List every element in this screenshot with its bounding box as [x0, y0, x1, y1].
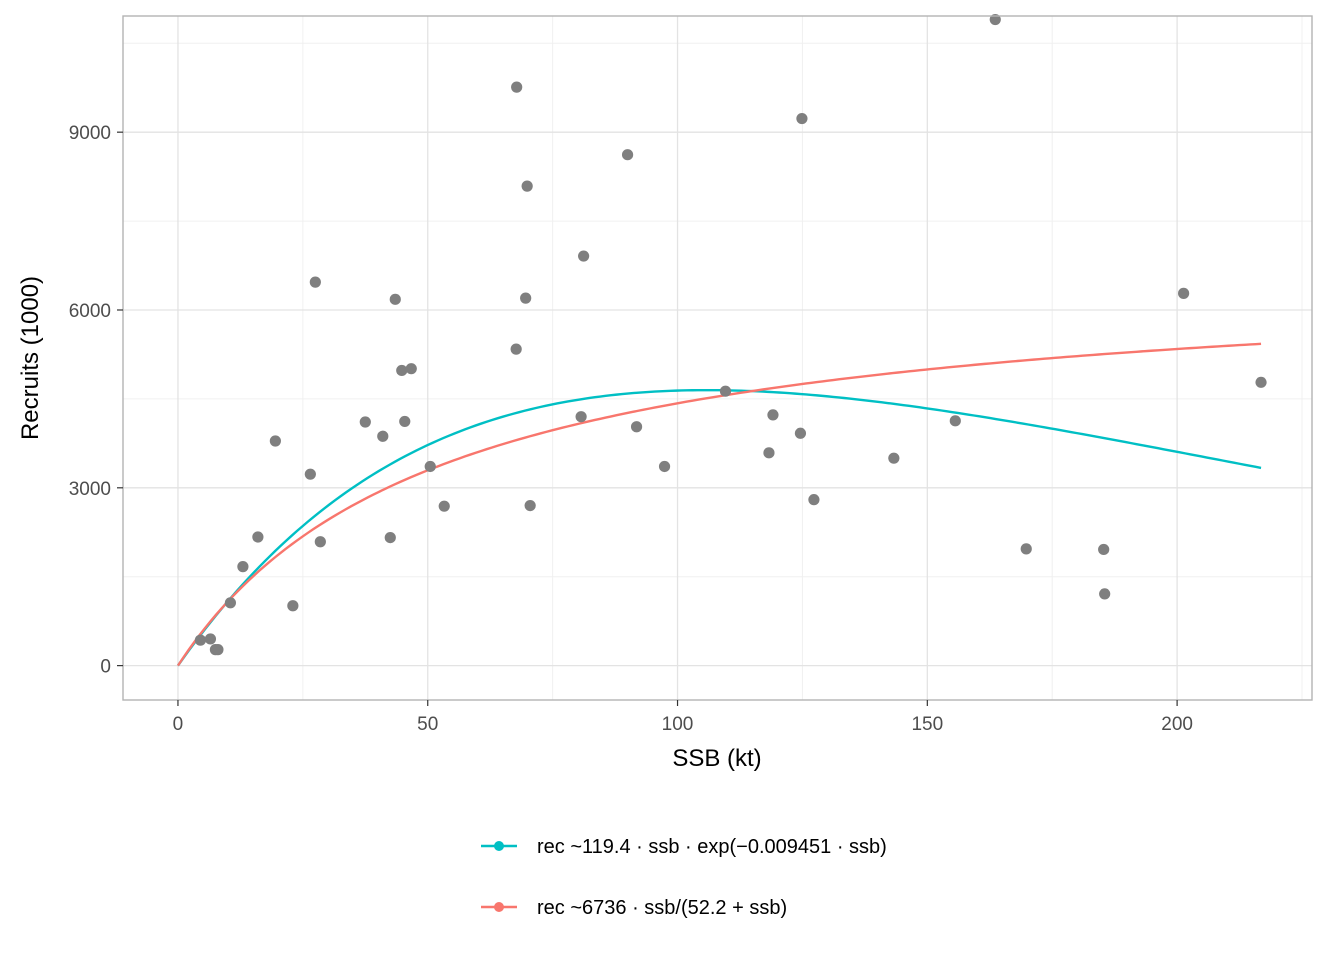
y-axis: 0 3000 6000 9000: [69, 123, 123, 678]
data-point: [1098, 543, 1110, 556]
data-point: [204, 633, 217, 645]
y-tick-label: 3000: [69, 479, 111, 500]
x-axis: 0 50 100 150 200: [173, 700, 1193, 735]
data-point: [212, 644, 224, 656]
data-point: [719, 385, 732, 397]
data-points: [194, 13, 1267, 656]
data-point: [510, 343, 522, 355]
x-axis-title: SSB (kt): [672, 745, 761, 772]
data-point: [359, 416, 371, 428]
data-point: [194, 634, 207, 646]
grid-minor: [123, 16, 1312, 700]
data-point: [269, 435, 281, 447]
data-point: [438, 500, 450, 512]
data-point: [521, 180, 533, 192]
plot-panel: [123, 16, 1312, 700]
x-tick-label: 50: [417, 714, 438, 735]
data-point: [621, 149, 634, 161]
series-line-ricker: [176, 388, 1262, 667]
data-point: [989, 13, 1001, 26]
data-point: [252, 531, 264, 543]
data-point: [511, 81, 523, 93]
plot-border: [122, 15, 1313, 701]
grid-major: [123, 16, 1312, 700]
data-point: [224, 597, 237, 609]
legend-key-dot-beverton-holt: [494, 902, 504, 912]
data-point: [1178, 287, 1190, 299]
data-point: [949, 415, 961, 427]
data-point: [1099, 588, 1111, 600]
data-point: [575, 411, 587, 423]
data-point: [767, 409, 779, 421]
data-point: [808, 494, 820, 506]
data-point: [888, 452, 900, 464]
y-tick-label: 0: [100, 657, 111, 678]
data-point: [796, 112, 808, 125]
series-line-beverton-holt: [176, 342, 1262, 667]
legend-label-beverton-holt: rec ~6736 · ssb/(52.2 + ssb): [537, 897, 787, 919]
y-axis-title: Recruits (1000): [17, 276, 44, 440]
data-point: [399, 415, 411, 428]
x-tick-label: 100: [662, 714, 694, 735]
legend-item-beverton-holt: rec ~6736 · ssb/(52.2 + ssb): [481, 897, 787, 919]
data-point: [314, 536, 326, 548]
fit-curves: [176, 342, 1262, 667]
data-point: [794, 427, 807, 439]
legend-label-ricker: rec ~119.4 · ssb · exp(−0.009451 · ssb): [537, 836, 887, 858]
data-point: [389, 293, 401, 305]
x-tick-label: 200: [1161, 714, 1193, 735]
data-point: [304, 468, 316, 480]
data-point: [287, 600, 299, 612]
legend-item-ricker: rec ~119.4 · ssb · exp(−0.009451 · ssb): [481, 836, 887, 858]
data-point: [520, 292, 532, 304]
data-point: [384, 531, 396, 544]
data-point: [1020, 543, 1032, 555]
data-point: [1255, 376, 1267, 388]
data-point: [658, 460, 671, 473]
data-point: [424, 460, 436, 473]
y-tick-label: 9000: [69, 123, 111, 144]
data-point: [377, 430, 389, 442]
data-point: [237, 561, 249, 573]
legend: rec ~119.4 · ssb · exp(−0.009451 · ssb) …: [481, 836, 887, 919]
legend-key-dot-ricker: [494, 841, 504, 851]
data-point: [309, 276, 321, 288]
x-tick-label: 0: [173, 714, 184, 735]
data-point: [524, 499, 536, 512]
data-point: [578, 250, 590, 262]
data-point: [396, 364, 408, 377]
data-point: [405, 363, 417, 375]
data-point: [630, 421, 643, 433]
x-tick-label: 150: [911, 714, 943, 735]
y-tick-label: 6000: [69, 301, 111, 322]
data-point: [763, 447, 775, 459]
